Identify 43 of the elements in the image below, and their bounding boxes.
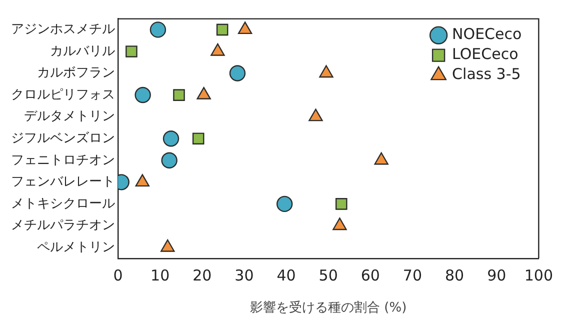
x-tick-label: 80 xyxy=(445,266,464,284)
y-tick-label: アジンホスメチル xyxy=(11,22,115,38)
point xyxy=(135,174,150,187)
point xyxy=(276,196,293,212)
point xyxy=(216,24,228,36)
point xyxy=(229,65,246,82)
point xyxy=(161,152,178,168)
y-tick-label: デルタメトリン xyxy=(24,109,115,124)
y-tick-label: カルバリル xyxy=(50,44,115,59)
x-tick-label: 100 xyxy=(524,266,554,284)
x-tick-label: 70 xyxy=(402,266,422,284)
y-tick-label: ジフルベンズロン xyxy=(11,130,115,146)
legend-label: Class 3-5 xyxy=(452,65,521,84)
point xyxy=(335,198,348,210)
point xyxy=(173,89,185,101)
point xyxy=(332,218,347,230)
x-tick-label: 30 xyxy=(234,266,254,284)
y-tick-label: クロルピリフォス xyxy=(11,87,115,102)
legend-label: LOECeco xyxy=(452,45,518,64)
x-tick-label: 40 xyxy=(276,266,296,284)
x-tick-label: 90 xyxy=(487,266,506,284)
point xyxy=(308,108,323,122)
x-tick-label: 20 xyxy=(192,266,212,284)
point xyxy=(160,239,175,252)
y-tick-label: メチルパラチオン xyxy=(11,218,115,234)
y-tick-label: ペルメトリン xyxy=(37,240,115,255)
point xyxy=(374,152,388,165)
point xyxy=(150,22,166,38)
x-tick-label: 50 xyxy=(318,266,338,284)
y-tick-label: フェニトロチオン xyxy=(11,152,115,168)
point xyxy=(126,46,138,58)
legend-label: NOECeco xyxy=(452,25,522,44)
point xyxy=(134,86,151,104)
x-axis-title: 影響を受ける種の割合 (%) xyxy=(250,300,407,316)
y-tick-label: フェンバレレート xyxy=(11,174,115,190)
x-tick-label: 60 xyxy=(360,266,380,284)
x-tick-label: 0 xyxy=(113,266,123,284)
x-tick-label: 10 xyxy=(150,266,170,284)
point xyxy=(319,65,334,78)
y-tick-label: メトキシクロール xyxy=(11,196,115,212)
point xyxy=(162,130,180,147)
point xyxy=(192,132,204,145)
y-tick-label: カルボフラン xyxy=(37,66,115,81)
